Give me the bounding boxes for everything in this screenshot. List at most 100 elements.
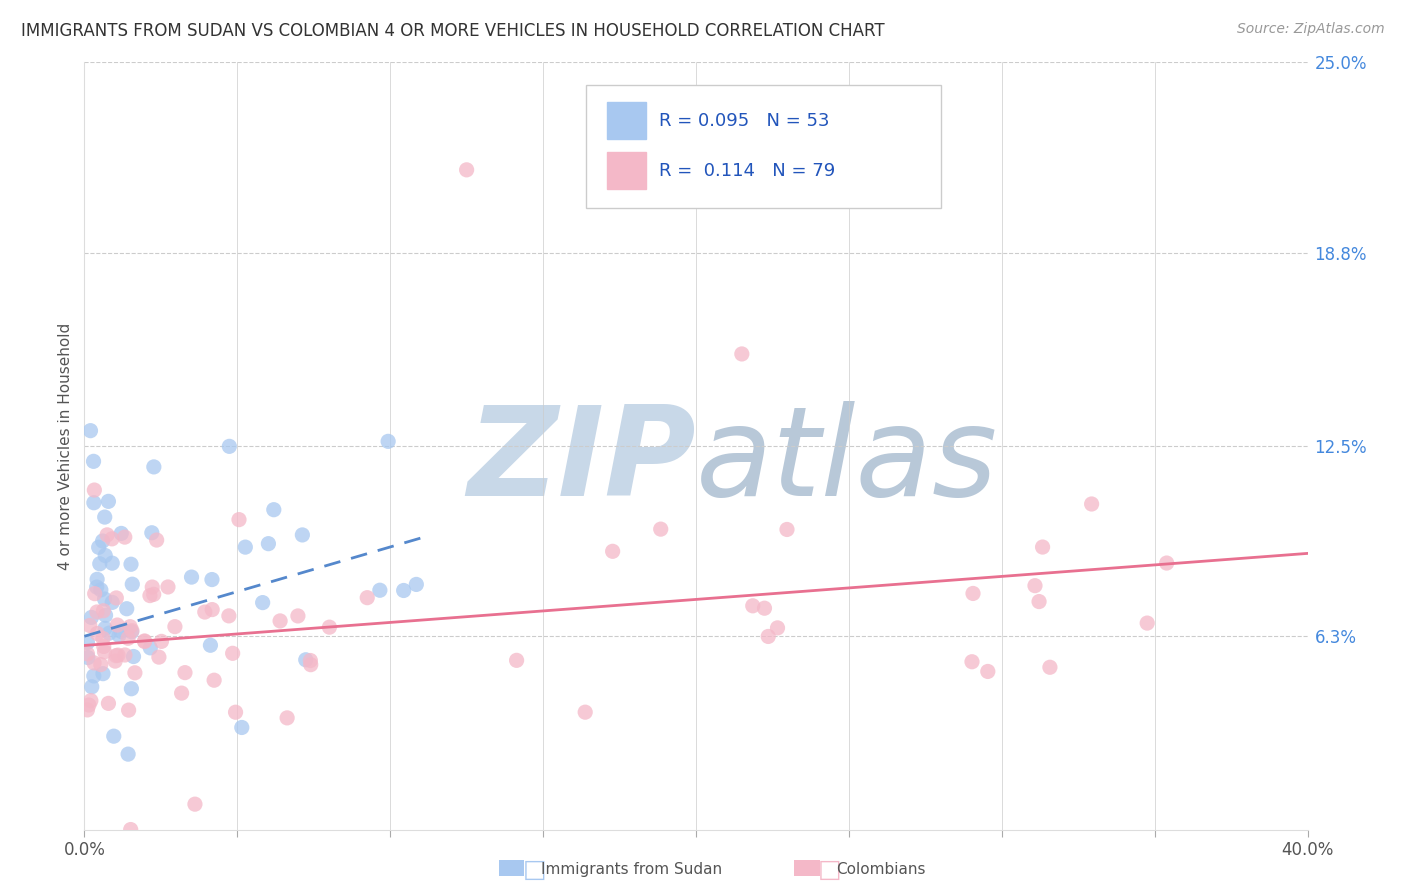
Point (456, 162, 478, 177)
Point (117, 703, 139, 717)
Point (122, 649, 145, 664)
Point (94, 608, 117, 623)
Point (218, 608, 240, 623)
Point (93, 640, 115, 654)
Point (184, 797, 207, 812)
Point (294, 653, 316, 667)
Point (139, 640, 162, 655)
Text: R = 0.095   N = 53: R = 0.095 N = 53 (659, 112, 830, 129)
Point (83, 656, 105, 670)
Point (121, 624, 143, 639)
Point (163, 620, 186, 634)
Point (76, 635, 98, 649)
Text: □: □ (523, 858, 546, 881)
Point (960, 655, 983, 669)
Point (101, 532, 124, 546)
Point (77, 698, 100, 712)
Point (1156, 556, 1178, 570)
Point (101, 556, 124, 570)
Text: □: □ (818, 858, 841, 881)
Point (134, 634, 156, 648)
Point (218, 439, 240, 453)
Point (77, 650, 100, 665)
Point (98, 626, 121, 640)
Point (194, 605, 217, 619)
Point (291, 528, 314, 542)
Y-axis label: 4 or more Vehicles in Household: 4 or more Vehicles in Household (58, 322, 73, 570)
Point (79, 618, 101, 632)
Point (96, 528, 118, 542)
Point (101, 595, 124, 609)
Point (180, 570, 202, 584)
Point (356, 591, 378, 605)
Point (105, 591, 128, 605)
Point (257, 536, 280, 550)
Point (90, 657, 112, 672)
Point (124, 665, 146, 680)
Point (89, 557, 111, 571)
Point (107, 648, 129, 662)
Point (287, 609, 309, 624)
Point (115, 601, 138, 615)
Point (252, 596, 274, 610)
Point (79, 424, 101, 438)
Point (1136, 616, 1159, 631)
Point (121, 577, 143, 591)
Point (1032, 540, 1054, 554)
Point (139, 589, 162, 603)
Point (377, 434, 399, 449)
Point (93, 592, 115, 607)
Point (86, 580, 108, 594)
Point (91, 666, 114, 681)
Point (105, 618, 128, 632)
Point (110, 526, 132, 541)
Point (86, 626, 108, 640)
Point (117, 747, 139, 761)
Point (148, 650, 170, 665)
Point (93, 510, 115, 524)
Bar (606, 103, 645, 139)
Point (299, 653, 322, 667)
Point (392, 583, 415, 598)
Point (90, 582, 112, 597)
Point (120, 822, 142, 837)
Point (141, 580, 163, 594)
Point (145, 533, 167, 547)
Point (93, 645, 115, 659)
Point (80, 693, 103, 707)
Point (269, 614, 291, 628)
Point (150, 634, 173, 648)
Point (80, 610, 103, 624)
Point (318, 620, 340, 634)
Point (170, 686, 193, 700)
Point (121, 624, 143, 638)
Point (299, 657, 322, 672)
Point (225, 705, 247, 719)
Point (731, 347, 754, 361)
Point (86, 572, 108, 586)
Point (142, 587, 165, 601)
Point (263, 502, 285, 516)
Point (228, 513, 250, 527)
Point (741, 599, 763, 613)
Point (120, 558, 142, 572)
Point (1024, 579, 1046, 593)
Point (94, 621, 117, 635)
Point (83, 669, 105, 683)
Point (756, 630, 779, 644)
Point (83, 483, 105, 497)
Point (574, 705, 596, 719)
Text: atlas: atlas (696, 401, 998, 522)
Point (141, 525, 163, 540)
Point (91, 632, 114, 646)
Point (1080, 497, 1102, 511)
Point (233, 540, 256, 554)
Bar (606, 153, 645, 189)
Point (134, 634, 156, 648)
Point (104, 654, 127, 668)
Point (174, 665, 197, 680)
Point (83, 587, 105, 601)
Point (103, 729, 125, 743)
Point (87, 541, 110, 555)
Point (91, 534, 114, 549)
